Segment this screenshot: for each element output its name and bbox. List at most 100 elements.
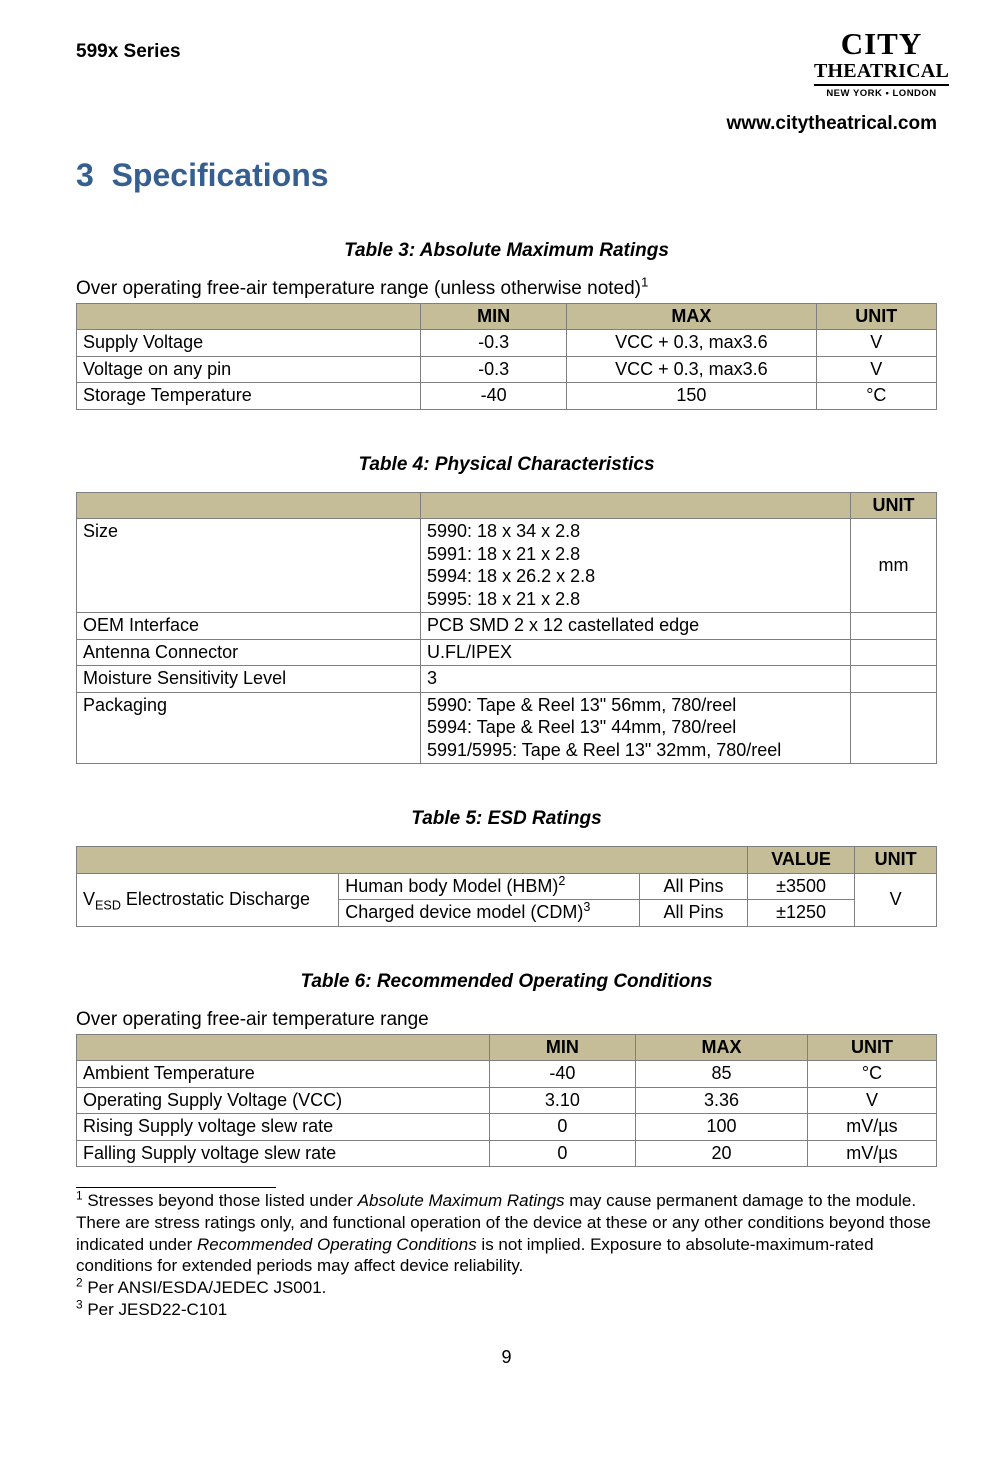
- table3-note-sup: 1: [641, 274, 648, 289]
- table-row: Storage Temperature-40150°C: [77, 383, 937, 410]
- table-header-cell: [77, 847, 748, 874]
- min-cell: -40: [489, 1061, 635, 1088]
- max-cell: 100: [635, 1114, 807, 1141]
- table-header-cell: VALUE: [747, 847, 855, 874]
- table-header-cell: UNIT: [855, 847, 937, 874]
- table-row: VESD Electrostatic DischargeHuman body M…: [77, 873, 937, 900]
- min-cell: 3.10: [489, 1087, 635, 1114]
- table-header-cell: [421, 492, 851, 519]
- table-header-cell: [77, 492, 421, 519]
- param-cell: Ambient Temperature: [77, 1061, 490, 1088]
- table3-note-text: Over operating free-air temperature rang…: [76, 278, 641, 299]
- table3: MINMAXUNITSupply Voltage-0.3VCC + 0.3, m…: [76, 303, 937, 410]
- logo-cities-text: NEW YORK • LONDON: [814, 86, 949, 99]
- min-cell: 0: [489, 1114, 635, 1141]
- logo-bottom-text: THEATRICAL: [814, 61, 949, 86]
- table-header-row: UNIT: [77, 492, 937, 519]
- footnote-2-marker: 2: [76, 1275, 83, 1289]
- min-cell: -0.3: [421, 356, 567, 383]
- footnote-separator: [76, 1187, 276, 1188]
- param-cell: Operating Supply Voltage (VCC): [77, 1087, 490, 1114]
- table-header-row: MINMAXUNIT: [77, 1034, 937, 1061]
- param-cell: Moisture Sensitivity Level: [77, 666, 421, 693]
- table3-caption: Table 3: Absolute Maximum Ratings: [76, 240, 937, 262]
- value-cell: ±3500: [747, 873, 855, 900]
- param-cell: Supply Voltage: [77, 330, 421, 357]
- document-page: 599x Series CITY THEATRICAL NEW YORK • L…: [0, 0, 999, 1392]
- table4-caption: Table 4: Physical Characteristics: [76, 454, 937, 476]
- table-header-cell: MIN: [489, 1034, 635, 1061]
- table-header-cell: UNIT: [816, 303, 936, 330]
- table6: MINMAXUNITAmbient Temperature-4085°COper…: [76, 1034, 937, 1168]
- table-row: Voltage on any pin-0.3VCC + 0.3, max3.6V: [77, 356, 937, 383]
- max-cell: VCC + 0.3, max3.6: [567, 356, 816, 383]
- value-cell: U.FL/IPEX: [421, 639, 851, 666]
- company-logo: CITY THEATRICAL NEW YORK • LONDON: [814, 28, 949, 99]
- unit-cell: [851, 692, 937, 764]
- model-cell: Charged device model (CDM)3: [339, 900, 640, 927]
- logo-top-text: CITY: [814, 28, 949, 61]
- footnote-3: 3 Per JESD22-C101: [76, 1299, 937, 1321]
- param-cell: Packaging: [77, 692, 421, 764]
- table-row: Packaging5990: Tape & Reel 13" 56mm, 780…: [77, 692, 937, 764]
- max-cell: 20: [635, 1140, 807, 1167]
- max-cell: VCC + 0.3, max3.6: [567, 330, 816, 357]
- param-cell: Size: [77, 519, 421, 613]
- section-title-text: Specifications: [112, 157, 329, 193]
- param-cell: Antenna Connector: [77, 639, 421, 666]
- footnote-1: 1 Stresses beyond those listed under Abs…: [76, 1190, 937, 1277]
- value-cell: 3: [421, 666, 851, 693]
- unit-cell: mV/µs: [807, 1114, 936, 1141]
- table-row: Falling Supply voltage slew rate020mV/µs: [77, 1140, 937, 1167]
- table-header-cell: MIN: [421, 303, 567, 330]
- max-cell: 150: [567, 383, 816, 410]
- table-row: Supply Voltage-0.3VCC + 0.3, max3.6V: [77, 330, 937, 357]
- section-number: 3: [76, 157, 94, 193]
- footnote-1-em1: Absolute Maximum Ratings: [358, 1191, 565, 1210]
- table-header-cell: [77, 1034, 490, 1061]
- param-cell: Falling Supply voltage slew rate: [77, 1140, 490, 1167]
- footnote-2: 2 Per ANSI/ESDA/JEDEC JS001.: [76, 1277, 937, 1299]
- unit-cell: V: [855, 873, 937, 926]
- section-heading: 3 Specifications: [76, 157, 937, 194]
- unit-cell: °C: [807, 1061, 936, 1088]
- table-row: Size5990: 18 x 34 x 2.8 5991: 18 x 21 x …: [77, 519, 937, 613]
- unit-cell: mV/µs: [807, 1140, 936, 1167]
- table4: UNITSize5990: 18 x 34 x 2.8 5991: 18 x 2…: [76, 492, 937, 765]
- unit-cell: V: [816, 330, 936, 357]
- table6-caption: Table 6: Recommended Operating Condition…: [76, 971, 937, 993]
- page-number: 9: [76, 1347, 937, 1368]
- value-cell: 5990: Tape & Reel 13" 56mm, 780/reel 599…: [421, 692, 851, 764]
- unit-cell: [851, 639, 937, 666]
- param-cell: OEM Interface: [77, 613, 421, 640]
- table-row: Rising Supply voltage slew rate0100mV/µs: [77, 1114, 937, 1141]
- footnote-1-marker: 1: [76, 1188, 83, 1202]
- model-cell: Human body Model (HBM)2: [339, 873, 640, 900]
- website-url: www.citytheatrical.com: [76, 113, 937, 135]
- value-cell: ±1250: [747, 900, 855, 927]
- table-header-cell: MAX: [567, 303, 816, 330]
- unit-cell: [851, 666, 937, 693]
- min-cell: -40: [421, 383, 567, 410]
- min-cell: -0.3: [421, 330, 567, 357]
- table-header-cell: UNIT: [851, 492, 937, 519]
- table-row: Operating Supply Voltage (VCC)3.103.36V: [77, 1087, 937, 1114]
- unit-cell: V: [807, 1087, 936, 1114]
- unit-cell: V: [816, 356, 936, 383]
- series-label: 599x Series: [76, 41, 181, 63]
- table-row: Ambient Temperature-4085°C: [77, 1061, 937, 1088]
- footnote-2-text: Per ANSI/ESDA/JEDEC JS001.: [83, 1278, 327, 1297]
- esd-label-cell: VESD Electrostatic Discharge: [77, 873, 339, 926]
- table-row: OEM InterfacePCB SMD 2 x 12 castellated …: [77, 613, 937, 640]
- table6-note: Over operating free-air temperature rang…: [76, 1009, 937, 1031]
- table3-note: Over operating free-air temperature rang…: [76, 278, 937, 300]
- unit-cell: °C: [816, 383, 936, 410]
- max-cell: 85: [635, 1061, 807, 1088]
- pins-cell: All Pins: [640, 873, 748, 900]
- table-row: Antenna ConnectorU.FL/IPEX: [77, 639, 937, 666]
- param-cell: Storage Temperature: [77, 383, 421, 410]
- unit-cell: mm: [851, 519, 937, 613]
- table-header-row: VALUEUNIT: [77, 847, 937, 874]
- min-cell: 0: [489, 1140, 635, 1167]
- table-row: Moisture Sensitivity Level3: [77, 666, 937, 693]
